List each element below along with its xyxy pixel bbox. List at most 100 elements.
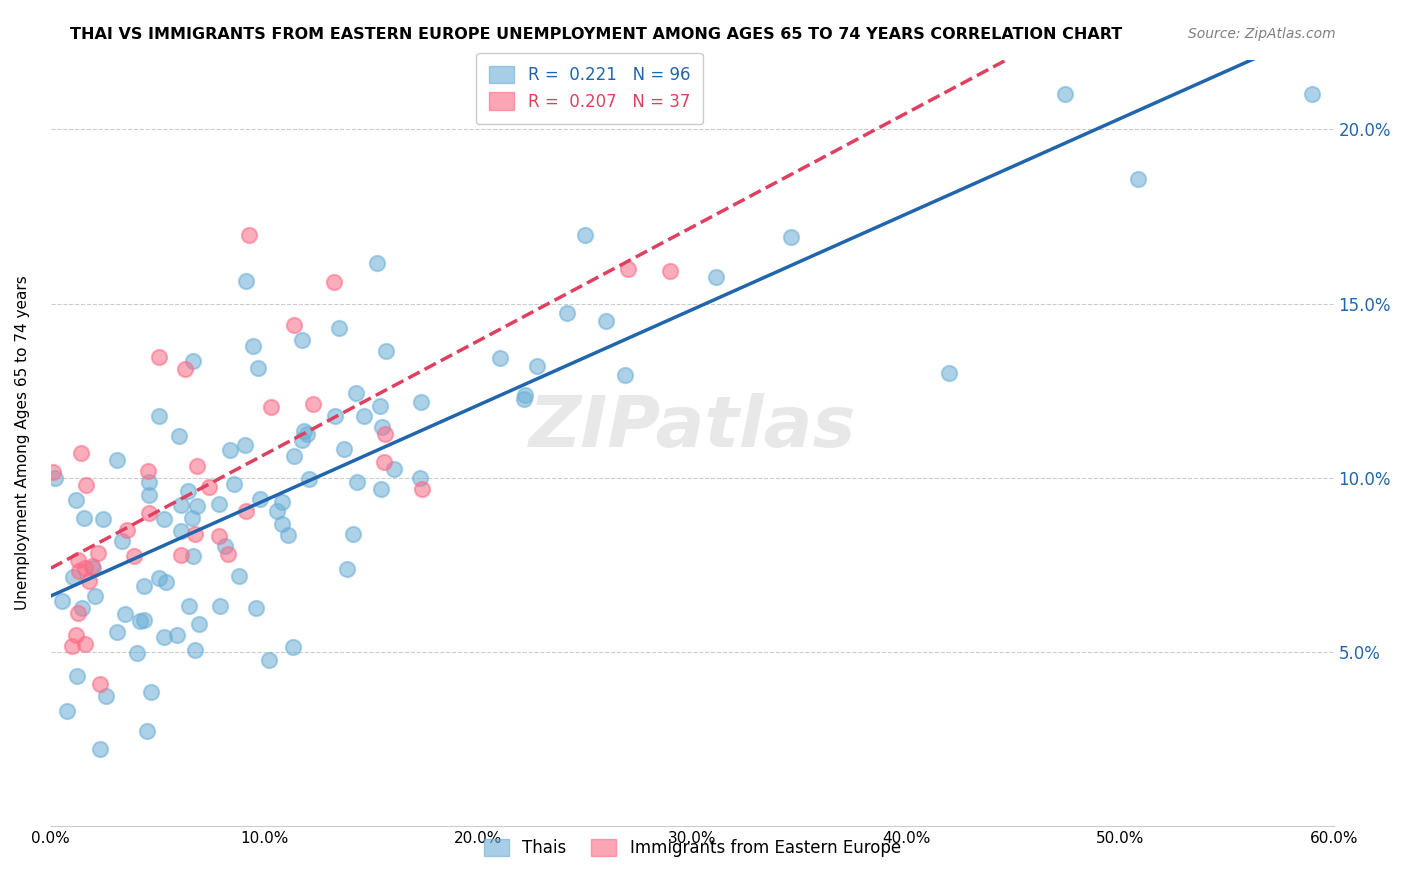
Thais (111, 533, 134, 548)
Thais (298, 472, 321, 486)
Immigrants from Eastern Europe (238, 227, 260, 242)
Thais (170, 524, 193, 539)
Thais (129, 615, 152, 629)
Immigrants from Eastern Europe (283, 318, 305, 333)
Thais (333, 442, 356, 456)
Thais (374, 343, 396, 358)
Thais (89, 741, 111, 756)
Thais (346, 475, 368, 489)
Thais (384, 462, 406, 476)
Immigrants from Eastern Europe (373, 455, 395, 469)
Thais (1053, 87, 1076, 102)
Thais (105, 625, 128, 640)
Immigrants from Eastern Europe (115, 523, 138, 537)
Thais (153, 630, 176, 644)
Thais (82, 561, 104, 575)
Thais (271, 495, 294, 509)
Thais (344, 386, 367, 401)
Thais (370, 420, 392, 434)
Thais (73, 510, 96, 524)
Thais (105, 453, 128, 467)
Immigrants from Eastern Europe (66, 606, 89, 620)
Immigrants from Eastern Europe (217, 547, 239, 561)
Thais (277, 528, 299, 542)
Thais (595, 314, 617, 328)
Y-axis label: Unemployment Among Ages 65 to 74 years: Unemployment Among Ages 65 to 74 years (15, 276, 30, 610)
Immigrants from Eastern Europe (198, 480, 221, 494)
Thais (235, 274, 257, 288)
Thais (148, 571, 170, 585)
Thais (574, 228, 596, 243)
Text: Source: ZipAtlas.com: Source: ZipAtlas.com (1188, 27, 1336, 41)
Thais (132, 613, 155, 627)
Thais (370, 482, 392, 496)
Immigrants from Eastern Europe (73, 637, 96, 651)
Thais (1301, 87, 1323, 102)
Thais (328, 321, 350, 335)
Immigrants from Eastern Europe (67, 564, 90, 578)
Thais (281, 640, 304, 654)
Thais (247, 361, 270, 376)
Thais (186, 499, 208, 513)
Thais (96, 690, 118, 704)
Thais (295, 427, 318, 442)
Thais (342, 527, 364, 541)
Thais (187, 616, 209, 631)
Immigrants from Eastern Europe (60, 640, 83, 654)
Thais (266, 504, 288, 518)
Immigrants from Eastern Europe (617, 261, 640, 276)
Thais (181, 511, 204, 525)
Thais (132, 579, 155, 593)
Thais (55, 704, 77, 718)
Immigrants from Eastern Europe (138, 506, 160, 520)
Thais (166, 628, 188, 642)
Thais (179, 599, 201, 613)
Thais (209, 599, 232, 614)
Immigrants from Eastern Europe (89, 676, 111, 690)
Immigrants from Eastern Europe (411, 482, 433, 496)
Text: ZIPatlas: ZIPatlas (529, 393, 856, 462)
Immigrants from Eastern Europe (80, 558, 103, 573)
Immigrants from Eastern Europe (75, 478, 97, 492)
Thais (368, 399, 391, 413)
Thais (270, 517, 292, 532)
Immigrants from Eastern Europe (322, 276, 344, 290)
Thais (218, 442, 240, 457)
Thais (242, 339, 264, 353)
Immigrants from Eastern Europe (87, 546, 110, 560)
Thais (704, 269, 727, 284)
Thais (138, 488, 160, 502)
Thais (62, 570, 84, 584)
Thais (181, 354, 204, 368)
Thais (353, 409, 375, 423)
Immigrants from Eastern Europe (73, 560, 96, 574)
Thais (249, 491, 271, 506)
Thais (512, 392, 534, 406)
Thais (489, 351, 512, 365)
Thais (1126, 171, 1149, 186)
Thais (91, 512, 114, 526)
Immigrants from Eastern Europe (301, 397, 323, 411)
Thais (167, 429, 190, 443)
Immigrants from Eastern Europe (70, 446, 93, 460)
Thais (135, 723, 157, 738)
Immigrants from Eastern Europe (658, 263, 681, 277)
Thais (84, 589, 107, 603)
Legend: Thais, Immigrants from Eastern Europe: Thais, Immigrants from Eastern Europe (477, 832, 907, 864)
Thais (291, 434, 314, 448)
Thais (555, 306, 578, 320)
Immigrants from Eastern Europe (235, 503, 257, 517)
Immigrants from Eastern Europe (173, 362, 195, 376)
Thais (155, 575, 177, 590)
Immigrants from Eastern Europe (122, 549, 145, 563)
Thais (72, 601, 94, 615)
Thais (170, 498, 193, 512)
Thais (228, 569, 250, 583)
Thais (614, 368, 637, 382)
Immigrants from Eastern Europe (77, 574, 100, 588)
Thais (66, 669, 89, 683)
Thais (513, 388, 536, 402)
Text: THAI VS IMMIGRANTS FROM EASTERN EUROPE UNEMPLOYMENT AMONG AGES 65 TO 74 YEARS CO: THAI VS IMMIGRANTS FROM EASTERN EUROPE U… (70, 27, 1122, 42)
Immigrants from Eastern Europe (184, 526, 207, 541)
Immigrants from Eastern Europe (259, 401, 281, 415)
